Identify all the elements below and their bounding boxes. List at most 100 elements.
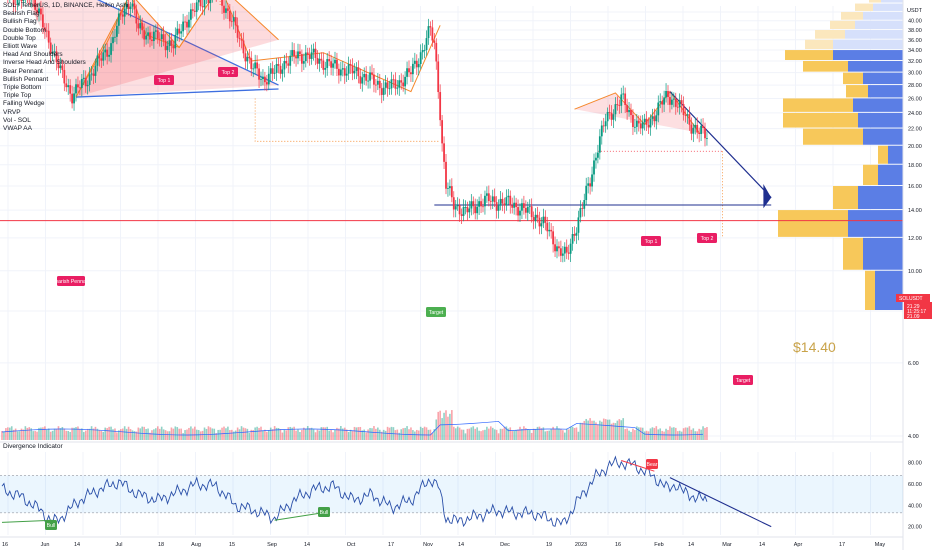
candle-body: [137, 23, 139, 28]
candle-body: [570, 244, 572, 254]
indicator-item[interactable]: Inverse Head And Shoulders: [3, 59, 128, 67]
candle-body: [449, 186, 451, 188]
indicator-item[interactable]: Double Bottom: [3, 27, 128, 35]
volume-bar: [451, 410, 453, 440]
candle-body: [291, 50, 293, 56]
candle-body: [599, 136, 601, 152]
volume-bar: [289, 427, 291, 440]
volume-bar: [496, 430, 498, 440]
volume-bar: [418, 431, 420, 440]
volume-bar: [270, 428, 272, 440]
volume-bar: [652, 427, 654, 440]
candle-body: [613, 114, 615, 120]
candle-body: [285, 61, 287, 63]
volume-bar: [535, 429, 537, 440]
volume-bar: [490, 426, 492, 440]
candle-body: [616, 104, 618, 105]
volume-bar: [311, 428, 313, 440]
profile-bar-yellow: [869, 0, 881, 3]
candle-body: [188, 20, 190, 28]
candle-body: [307, 53, 309, 55]
candle-body: [357, 67, 359, 76]
volume-bar: [494, 429, 496, 440]
profile-bar-blue: [878, 165, 903, 185]
volume-bar: [626, 429, 628, 440]
time-tick-label: 14: [759, 542, 765, 548]
volume-bar: [587, 421, 589, 440]
candle-body: [414, 61, 416, 64]
indicator-item[interactable]: Bear Pennant: [3, 68, 128, 76]
volume-bar: [685, 427, 687, 440]
profile-bar-yellow: [855, 4, 873, 11]
volume-bar: [400, 429, 402, 440]
candle-body: [521, 203, 523, 210]
volume-bar: [106, 428, 108, 440]
volume-bar: [334, 430, 336, 440]
volume-bar: [305, 429, 307, 440]
price-tick-label: 26.00: [908, 96, 922, 102]
profile-bar-blue: [848, 210, 903, 237]
label-bull-2: Bull: [318, 507, 330, 517]
indicator-item[interactable]: Double Top: [3, 35, 128, 43]
label-top1-right-text: Top 1: [645, 239, 658, 245]
candle-body: [609, 112, 611, 113]
volume-bar: [87, 429, 89, 440]
volume-bar: [566, 429, 568, 440]
volume-bar: [19, 431, 21, 440]
candle-body: [383, 88, 385, 95]
candle-body: [209, 0, 211, 3]
candle-body: [615, 104, 617, 114]
candle-body: [172, 46, 174, 48]
candle-body: [180, 31, 182, 33]
volume-bar: [54, 429, 56, 440]
volume-bar: [77, 426, 79, 440]
volume-bar: [17, 431, 19, 440]
volume-bar: [404, 428, 406, 440]
symbol-title[interactable]: SOL / TetherUS, 1D, BINANCE, Heikin Ashi: [3, 2, 128, 10]
divergence-title[interactable]: Divergence Indicator: [3, 443, 63, 450]
volume-bar: [188, 428, 190, 440]
price-tick-label: 14.00: [908, 208, 922, 214]
indicator-item[interactable]: Head And Shoulders: [3, 51, 128, 59]
volume-bar: [601, 422, 603, 440]
indicator-item[interactable]: Bullish Flag: [3, 18, 128, 26]
candle-body: [305, 53, 307, 62]
candle-body: [527, 207, 529, 213]
candle-body: [190, 9, 192, 19]
volume-bar: [315, 432, 317, 440]
indicator-item[interactable]: Bullish Pennant: [3, 76, 128, 84]
profile-bar-blue: [881, 0, 903, 3]
candle-body: [453, 197, 455, 209]
volume-bar: [449, 414, 451, 440]
candle-body: [402, 83, 404, 87]
candle-body: [692, 128, 694, 134]
candle-body: [650, 119, 652, 128]
candle-body: [365, 74, 367, 81]
indicator-item[interactable]: VWAP AA: [3, 125, 128, 133]
candle-body: [679, 100, 681, 107]
indicator-item[interactable]: Triple Bottom: [3, 84, 128, 92]
candle-body: [182, 22, 184, 32]
indicator-item[interactable]: VRVP: [3, 109, 128, 117]
volume-bar: [367, 429, 369, 440]
candle-body: [568, 253, 570, 254]
volume-bar: [469, 429, 471, 440]
volume-bar: [274, 426, 276, 440]
indicator-item[interactable]: Bearish Flag: [3, 10, 128, 18]
indicator-item[interactable]: Triple Top: [3, 92, 128, 100]
indicator-item[interactable]: Falling Wedge: [3, 100, 128, 108]
candle-body: [200, 0, 202, 6]
volume-bar: [3, 431, 5, 440]
candle-body: [706, 138, 708, 139]
indicator-item[interactable]: Vol - SOL: [3, 117, 128, 125]
price-tick-label: 20.00: [908, 144, 922, 150]
candle-body: [174, 35, 176, 48]
volume-bar: [73, 428, 75, 440]
indicator-item[interactable]: Elliott Wave: [3, 43, 128, 51]
candle-body: [624, 94, 626, 106]
volume-bar: [1, 431, 3, 440]
candle-body: [245, 53, 247, 61]
profile-bar-blue: [863, 129, 903, 145]
